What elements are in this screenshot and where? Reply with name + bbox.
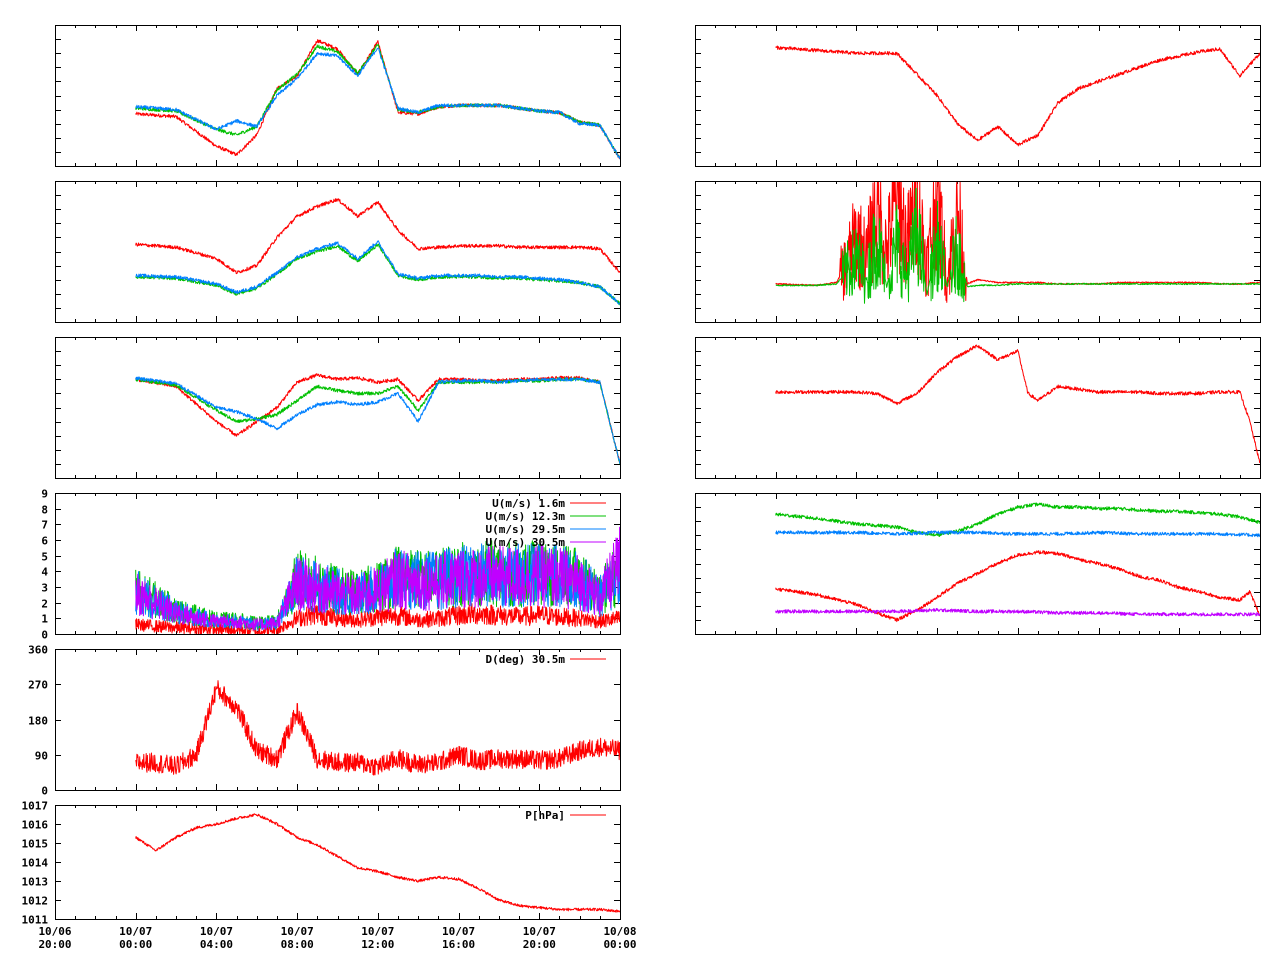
x-tick-label-time: 12:00 <box>361 938 394 951</box>
y-tick-label: 7 <box>41 519 48 532</box>
series-line-p10-1 <box>775 530 1260 538</box>
y-tick-label: 180 <box>28 715 48 728</box>
series-line-p10-2 <box>775 550 1260 623</box>
x-tick-label-time: 08:00 <box>281 938 314 951</box>
x-tick-label-date: 10/07 <box>119 925 152 938</box>
y-tick-label: 1017 <box>22 800 49 813</box>
x-tick-label-date: 10/06 <box>38 925 71 938</box>
x-tick-label-date: 10/07 <box>442 925 475 938</box>
panel-p9 <box>695 337 1261 479</box>
y-tick-label: 1 <box>41 613 48 626</box>
x-tick-label-date: 10/08 <box>603 925 636 938</box>
plot-frame <box>695 181 1261 323</box>
series-line-p1-1 <box>135 44 620 160</box>
panel-p2 <box>55 181 621 323</box>
y-tick-label: 5 <box>41 551 48 564</box>
y-tick-label: 0 <box>41 785 48 798</box>
series-line-p2-2 <box>135 240 620 305</box>
plot-frame <box>55 337 621 479</box>
x-tick-label-date: 10/07 <box>281 925 314 938</box>
series-line-p7-0 <box>775 45 1260 147</box>
panel-p1 <box>55 25 621 167</box>
x-tick-label-date: 10/07 <box>361 925 394 938</box>
y-tick-label: 1014 <box>22 857 49 870</box>
series-line-p9-0 <box>775 344 1260 464</box>
panel-p3 <box>55 337 621 479</box>
series-line-p4-3 <box>135 526 620 631</box>
plot-frame <box>695 337 1261 479</box>
legend-label: D(deg) 30.5m <box>486 653 566 666</box>
plot-frame <box>695 25 1261 167</box>
plot-frame <box>55 181 621 323</box>
panel-p8 <box>695 181 1261 323</box>
series-line-p6-0 <box>135 813 620 913</box>
series-line-p3-1 <box>135 377 620 465</box>
series-line-p1-2 <box>135 47 620 160</box>
y-tick-label: 1012 <box>22 895 49 908</box>
series-line-p10-3 <box>775 608 1260 617</box>
series-line-p4-0 <box>135 603 620 634</box>
y-tick-label: 1015 <box>22 838 49 851</box>
y-tick-label: 3 <box>41 582 48 595</box>
x-tick-label-time: 16:00 <box>442 938 475 951</box>
y-tick-label: 4 <box>41 566 48 579</box>
y-tick-label: 1011 <box>22 914 49 927</box>
series-line-p8-1 <box>775 187 1260 304</box>
x-tick-label-time: 00:00 <box>119 938 152 951</box>
series-line-p3-2 <box>135 376 620 464</box>
series-line-p2-0 <box>135 198 620 275</box>
series-line-p3-0 <box>135 373 620 464</box>
panel-p10 <box>695 493 1261 635</box>
plot-frame <box>55 25 621 167</box>
y-tick-label: 0 <box>41 629 48 642</box>
y-tick-label: 270 <box>28 679 48 692</box>
panel-p7 <box>695 25 1261 167</box>
plot-frame <box>695 493 1261 635</box>
plot-frame <box>55 649 621 791</box>
x-tick-label-date: 10/07 <box>523 925 556 938</box>
legend-label: P[hPa] <box>525 809 565 822</box>
y-tick-label: 8 <box>41 504 48 517</box>
panel-p5: 0 90 180 270 360 D(deg) 30.5m <box>28 644 621 798</box>
panel-p6: 1011101210131014101510161017P[hPa]10/062… <box>22 800 637 952</box>
series-line-p1-0 <box>135 39 620 160</box>
legend-label: U(m/s) 30.5m <box>486 536 566 549</box>
x-tick-label-time: 00:00 <box>603 938 636 951</box>
series-line-p2-1 <box>135 243 620 306</box>
legend-label: U(m/s) 29.5m <box>486 523 566 536</box>
plot-frame <box>55 493 621 635</box>
y-tick-label: 90 <box>35 750 48 763</box>
y-tick-label: 360 <box>28 644 48 657</box>
legend-label: U(m/s) 1.6m <box>492 497 565 510</box>
y-tick-label: 6 <box>41 535 48 548</box>
x-tick-label-time: 04:00 <box>200 938 233 951</box>
series-line-p10-0 <box>775 502 1260 537</box>
y-tick-label: 1013 <box>22 876 49 889</box>
legend-label: U(m/s) 12.3m <box>486 510 566 523</box>
y-tick-label: 2 <box>41 598 48 611</box>
y-tick-label: 9 <box>41 488 48 501</box>
plot-frame <box>55 805 621 920</box>
series-line-p5-0 <box>135 680 620 776</box>
y-tick-label: 1016 <box>22 819 49 832</box>
x-tick-label-time: 20:00 <box>523 938 556 951</box>
x-tick-label-time: 20:00 <box>38 938 71 951</box>
series-line-p8-0 <box>775 181 1260 303</box>
x-tick-label-date: 10/07 <box>200 925 233 938</box>
